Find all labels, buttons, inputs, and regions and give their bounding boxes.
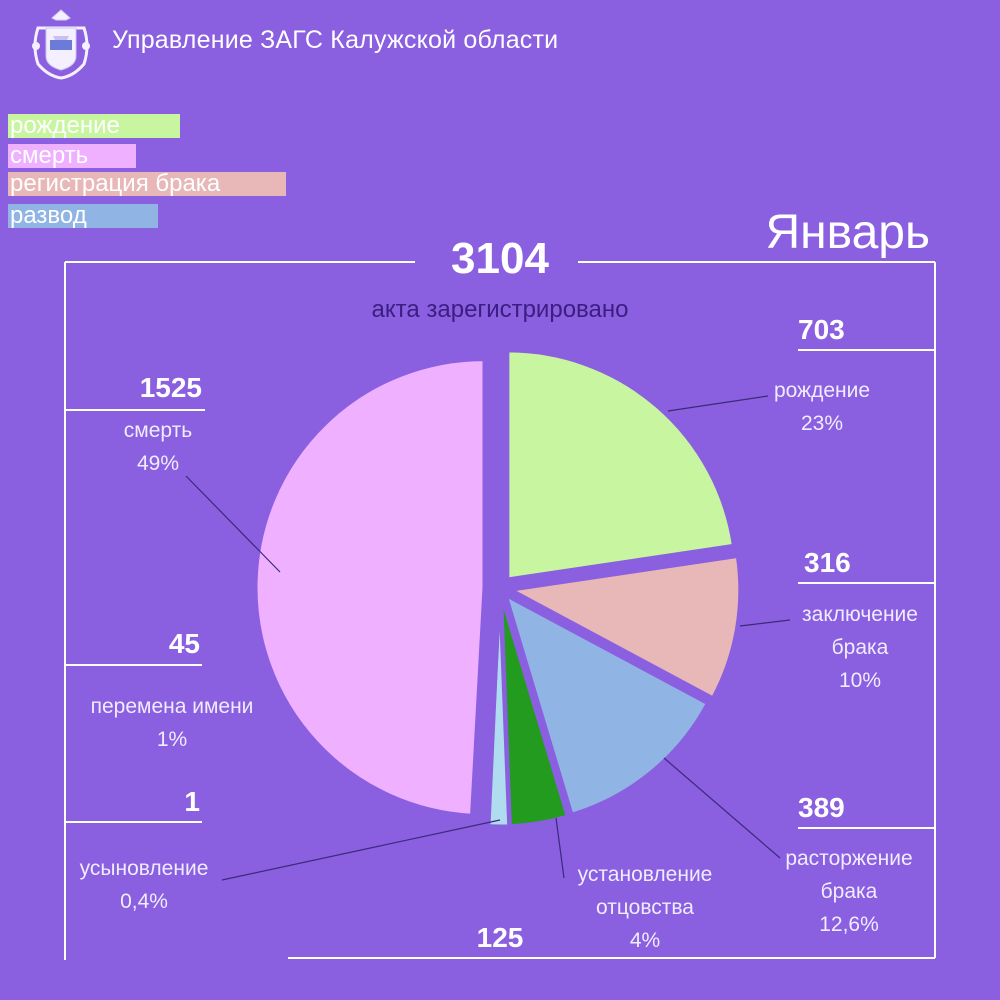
legend-item: рождение [8, 114, 180, 138]
legend-item-label: регистрация брака [10, 170, 221, 197]
coat-of-arms-icon [26, 6, 96, 80]
legend-item-label: смерть [10, 142, 89, 169]
slice-percent: 0,4% [120, 890, 168, 913]
pie-slice [485, 597, 501, 828]
org-title: Управление ЗАГС Калужской области [112, 26, 559, 54]
legend-item: регистрация брака [8, 172, 286, 196]
slice-label: усыновление [79, 857, 209, 880]
slice-label: перемена имени [90, 695, 254, 718]
leader-line [185, 475, 281, 573]
slice-percent: 1% [156, 728, 188, 751]
slice-value: 703 [798, 314, 845, 345]
slice-label: заключение [802, 603, 918, 626]
slice-value: 45 [168, 628, 200, 659]
pie-slice [254, 358, 486, 817]
slice-label: расторжение [785, 847, 913, 870]
slice-percent: 4% [629, 929, 661, 952]
month-title: Январь [765, 206, 930, 259]
slice-value: 1 [184, 786, 200, 817]
slice-value: 389 [798, 792, 845, 823]
legend-item: развод [8, 204, 158, 228]
leader-line [667, 395, 769, 412]
legend-item-label: развод [10, 202, 87, 229]
slice-label: рождение [773, 379, 871, 402]
leader-line [555, 817, 565, 879]
slice-value: 125 [476, 922, 524, 953]
legend-item: смерть [8, 144, 136, 168]
slice-value: 316 [804, 547, 851, 578]
pie-slice [503, 592, 710, 816]
total-label: акта зарегистрировано [371, 296, 629, 323]
legend-item-label: рождение [10, 112, 120, 139]
slice-value: 1525 [139, 372, 202, 403]
pie-slice [506, 349, 736, 581]
pie-slice [500, 597, 570, 828]
slice-percent: 12,6% [819, 913, 879, 936]
slice-percent: 49% [136, 452, 180, 475]
pie-slice [507, 554, 742, 700]
slice-label: установление [577, 863, 713, 886]
total-value: 3104 [451, 234, 549, 283]
slice-label: брака [831, 636, 889, 659]
leader-line [663, 757, 781, 859]
slice-label: смерть [123, 419, 193, 442]
slice-percent: 10% [838, 669, 882, 692]
leader-line [221, 819, 501, 881]
slice-label: отцовства [596, 896, 694, 919]
slice-label: брака [820, 880, 878, 903]
leader-line [739, 619, 791, 627]
slice-percent: 23% [800, 412, 844, 435]
